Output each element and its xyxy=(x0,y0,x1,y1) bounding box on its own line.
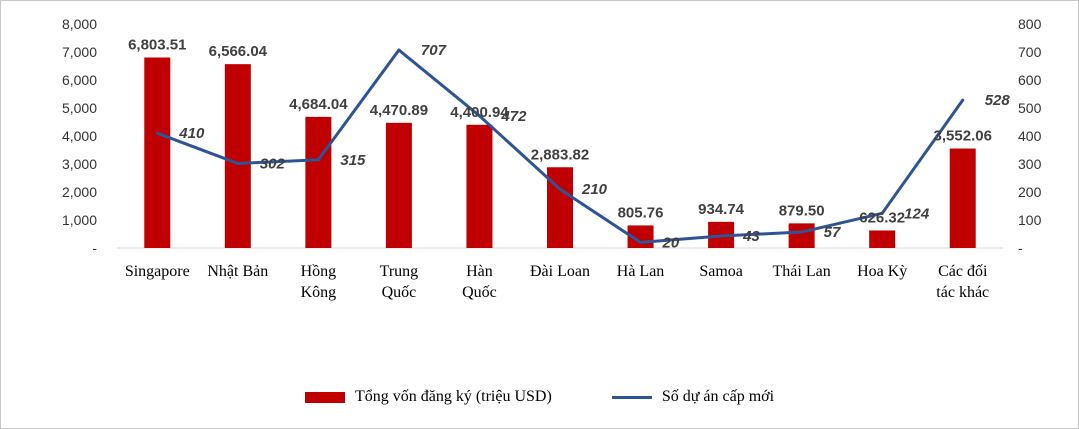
right-axis-tick-label: 300 xyxy=(1018,156,1042,172)
category-label: Quốc xyxy=(462,284,497,301)
left-axis-tick-label: 2,000 xyxy=(62,184,97,200)
bar-data-label: 4,470.89 xyxy=(370,102,428,119)
line-data-label: 410 xyxy=(178,125,205,142)
category-label: Quốc xyxy=(382,284,417,301)
right-axis-tick-label: 100 xyxy=(1018,212,1042,228)
bar xyxy=(869,230,896,248)
line-point xyxy=(236,161,240,165)
bar xyxy=(385,122,412,248)
category-label: Nhật Bản xyxy=(207,263,268,280)
bar-data-label: 879.50 xyxy=(779,202,825,219)
legend-swatch-line xyxy=(611,395,652,399)
left-axis-tick-label: 3,000 xyxy=(62,156,97,172)
left-axis-tick-label: 7,000 xyxy=(62,44,97,60)
bar xyxy=(949,148,976,248)
line-point xyxy=(800,230,804,234)
line-data-label: 315 xyxy=(340,152,366,169)
bar-data-label: 6,803.51 xyxy=(128,37,186,54)
right-axis-tick-label: 700 xyxy=(1018,44,1042,60)
left-axis-tick-label: 4,000 xyxy=(62,128,97,144)
line-point xyxy=(397,48,401,52)
line-point xyxy=(961,98,965,102)
legend-item-bar: Tổng vốn đăng ký (triệu USD) xyxy=(304,388,552,406)
category-label: Đài Loan xyxy=(530,263,590,280)
right-axis-tick-label: 600 xyxy=(1018,72,1042,88)
line-point xyxy=(719,234,723,238)
left-axis-tick-label: 8,000 xyxy=(62,16,97,32)
right-axis-tick-label: 800 xyxy=(1018,16,1042,32)
bar-data-label: 4,684.04 xyxy=(289,96,348,113)
line-point xyxy=(880,211,884,215)
category-label: Kông xyxy=(301,284,337,301)
line-point xyxy=(639,240,643,244)
line-data-label: 472 xyxy=(500,108,527,125)
category-label: Hàn xyxy=(466,263,493,280)
bar-data-label: 934.74 xyxy=(698,201,745,218)
category-label: Trung xyxy=(380,263,419,280)
right-axis-tick-label: 400 xyxy=(1018,128,1042,144)
category-label: Hoa Kỳ xyxy=(857,263,907,280)
line-data-label: 210 xyxy=(581,181,608,198)
line-data-label: 528 xyxy=(985,92,1011,109)
line-data-label: 302 xyxy=(260,155,286,172)
bar-data-label: 4,400.94 xyxy=(450,104,509,121)
legend-swatch-bar xyxy=(304,391,345,403)
bar xyxy=(305,116,332,248)
category-label: tác khác xyxy=(936,284,989,301)
bar xyxy=(144,57,171,248)
bar xyxy=(788,223,815,248)
bar-data-label: 805.76 xyxy=(618,204,664,221)
category-label: Thái Lan xyxy=(773,263,831,280)
bar-data-label: 626.32 xyxy=(859,209,905,226)
line-data-label: 57 xyxy=(824,224,841,241)
right-axis-tick-label: 200 xyxy=(1018,184,1042,200)
legend-label-line: Số dự án cấp mới xyxy=(661,388,775,405)
left-axis-tick-label: 1,000 xyxy=(62,212,97,228)
category-label: Hà Lan xyxy=(617,263,665,280)
category-label: Các đối xyxy=(938,263,988,280)
right-axis-tick-label: - xyxy=(1018,240,1023,256)
line-data-label: 124 xyxy=(904,205,930,222)
legend: Tổng vốn đăng ký (triệu USD) Số dự án cấ… xyxy=(0,388,1079,406)
line-data-label: 20 xyxy=(662,234,680,251)
left-axis-tick-label: - xyxy=(92,240,97,256)
category-label: Hồng xyxy=(301,263,337,280)
line-point xyxy=(477,114,481,118)
bar-data-label: 3,552.06 xyxy=(934,128,992,145)
line-point xyxy=(316,158,320,162)
left-axis-tick-label: 5,000 xyxy=(62,100,97,116)
line-data-label: 707 xyxy=(421,42,447,59)
legend-label-bar: Tổng vốn đăng ký (triệu USD) xyxy=(354,388,552,405)
category-label: Samoa xyxy=(699,263,743,280)
line-point xyxy=(155,131,159,135)
legend-item-line: Số dự án cấp mới xyxy=(611,388,775,406)
bar-data-label: 2,883.82 xyxy=(531,146,589,163)
line-point xyxy=(558,187,562,191)
bar xyxy=(466,124,493,248)
bar-data-label: 6,566.04 xyxy=(209,43,268,60)
line-data-label: 43 xyxy=(742,228,760,245)
category-label: Singapore xyxy=(125,263,190,280)
bar xyxy=(224,64,251,248)
left-axis-tick-label: 6,000 xyxy=(62,72,97,88)
right-axis-tick-label: 500 xyxy=(1018,100,1042,116)
